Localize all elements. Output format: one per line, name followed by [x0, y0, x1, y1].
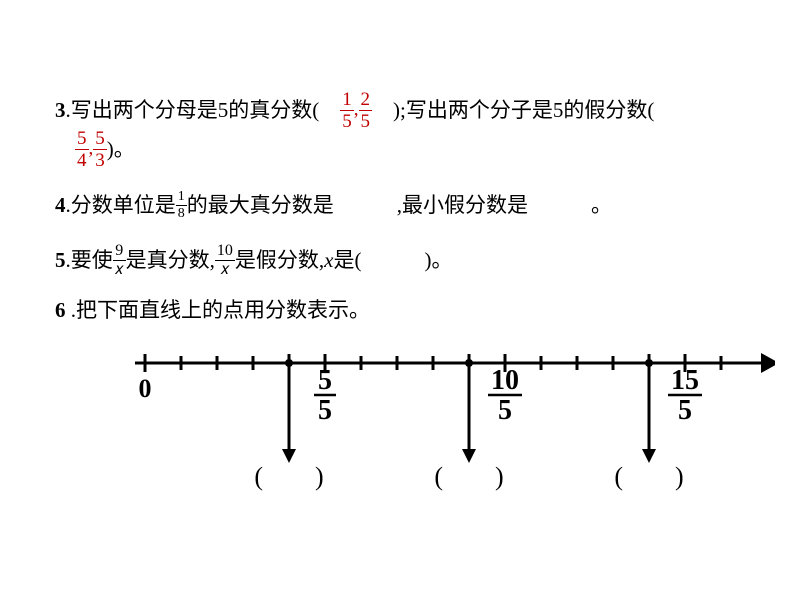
q5-number: 5: [55, 246, 66, 275]
q5-fraction-a: 9𝑥: [113, 243, 126, 278]
q5-var: x: [324, 246, 333, 275]
svg-text:( ): ( ): [434, 462, 503, 491]
question-3: 3 .写出两个分母是5的真分数( 15,25 );写出两个分子是5的假分数( 5…: [55, 90, 739, 170]
q3-text-c: )。: [107, 135, 135, 164]
q6-number: 6: [55, 298, 66, 322]
svg-text:( ): ( ): [254, 462, 323, 491]
question-5: 5 .要使 9𝑥 是真分数, 10𝑥 是假分数, x 是( )。: [55, 243, 739, 278]
q3-number: 3: [55, 96, 66, 125]
q5-text-c: 是假分数,: [235, 246, 324, 275]
svg-text:5: 5: [498, 395, 512, 426]
q4-text-b: 的最大真分数是 ,最小假分数是 。: [187, 191, 612, 220]
svg-text:( ): ( ): [614, 462, 683, 491]
svg-text:15: 15: [671, 365, 699, 396]
question-6: 6 .把下面直线上的点用分数表示。: [55, 296, 739, 325]
q4-fraction: 18: [176, 190, 187, 221]
q4-number: 4: [55, 191, 66, 220]
question-4: 4 .分数单位是 18 的最大真分数是 ,最小假分数是 。: [55, 190, 739, 221]
q3-text-a: .写出两个分母是5的真分数(: [66, 96, 341, 125]
svg-text:5: 5: [318, 365, 332, 396]
svg-text:10: 10: [491, 365, 519, 396]
q5-text-a: .要使: [66, 246, 113, 275]
number-line-diagram: 055105155( )( )( ): [95, 333, 739, 508]
q3-text-b: );写出两个分子是5的假分数(: [372, 96, 654, 125]
q4-text-a: .分数单位是: [66, 191, 176, 220]
svg-text:0: 0: [139, 374, 152, 403]
q5-fraction-b: 10𝑥: [215, 243, 235, 278]
svg-text:5: 5: [318, 395, 332, 426]
q5-text-d: 是( )。: [334, 246, 453, 275]
q5-text-b: 是真分数,: [126, 246, 215, 275]
svg-text:5: 5: [678, 395, 692, 426]
q3-answer-b: 54,53: [75, 129, 107, 170]
q6-text: .把下面直线上的点用分数表示。: [71, 298, 370, 322]
q3-answer-a: 15,25: [340, 90, 372, 131]
